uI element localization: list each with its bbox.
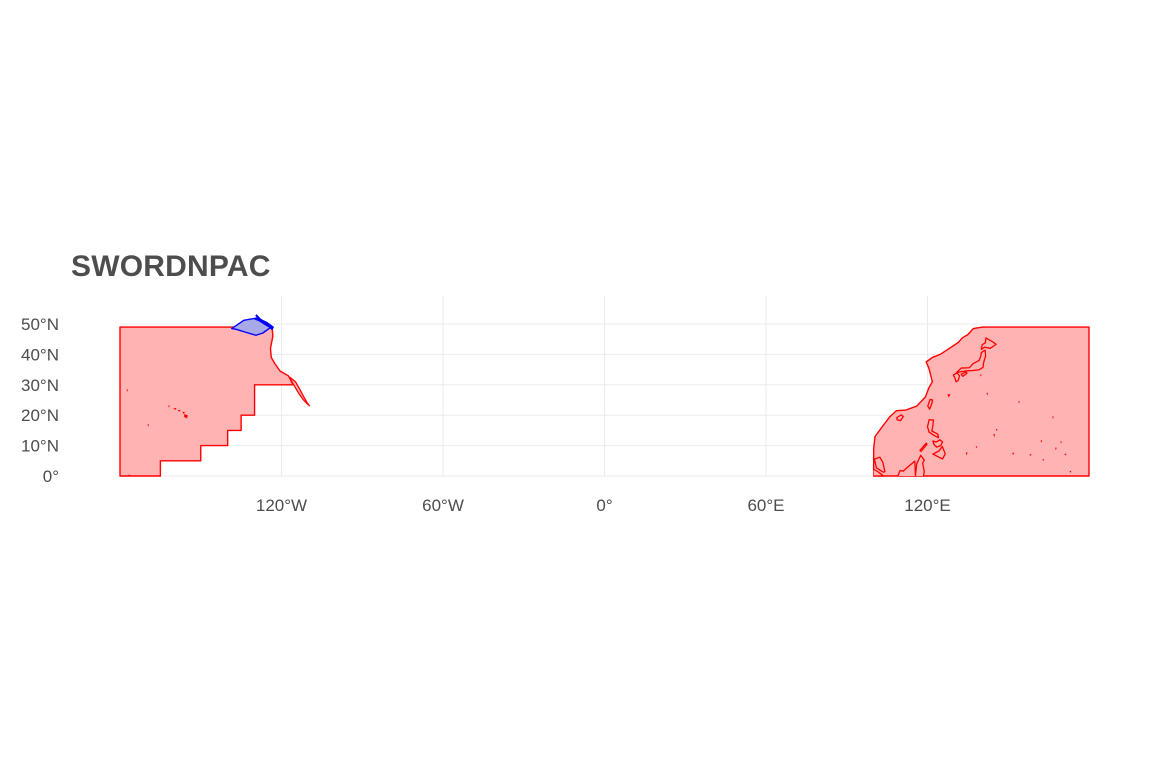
japan-kyushu <box>952 372 961 383</box>
sumatra-tip <box>873 468 885 477</box>
y-tick-label-1: 10°N <box>21 437 59 456</box>
ryukyu-okinawa <box>947 394 951 398</box>
western-pacific-region <box>872 326 1090 477</box>
japan-hokkaido <box>980 337 997 351</box>
x-tick-label-4: 120°E <box>904 496 951 515</box>
eastern-pacific-region <box>119 326 294 477</box>
vancouver-island-coast <box>254 314 274 330</box>
y-tick-label-0: 0° <box>43 467 59 486</box>
japan-shikoku <box>960 371 968 377</box>
yap <box>975 446 978 449</box>
y-tick-label-4: 40°N <box>21 345 59 364</box>
midway <box>126 389 129 392</box>
hawaii-nw-islet <box>168 405 170 408</box>
islet-layer <box>126 374 1072 477</box>
coastline-layer <box>254 314 997 477</box>
enewetak <box>1040 440 1043 444</box>
equator-islet <box>128 474 131 477</box>
hawaii-oahu <box>176 409 181 412</box>
mindanao <box>932 445 946 460</box>
x-tick-label-3: 60°E <box>747 496 784 515</box>
johnston-atoll <box>147 424 150 427</box>
saipan <box>995 429 998 432</box>
guam <box>993 434 996 438</box>
x-tick-label-2: 0° <box>596 496 612 515</box>
region-layer <box>119 317 1090 477</box>
marshall-islet <box>1060 441 1062 444</box>
y-tick-label-5: 50°N <box>21 315 59 334</box>
palawan <box>919 442 928 453</box>
marcus <box>1018 401 1020 404</box>
hainan <box>896 414 904 422</box>
kiribati-islet <box>1069 471 1072 474</box>
kwajalein <box>1055 447 1057 451</box>
japan-honshu <box>955 349 987 374</box>
map-title: SWORDNPAC <box>71 250 271 283</box>
izu-islet <box>979 374 982 377</box>
hawaii-kauai <box>173 408 177 411</box>
borneo-north <box>914 454 925 477</box>
baja-california <box>288 376 311 407</box>
pohnpei <box>1029 454 1032 457</box>
luzon <box>926 419 940 439</box>
palau <box>965 452 968 456</box>
borneo-west <box>897 460 917 477</box>
visayas <box>932 439 944 448</box>
wake <box>1052 416 1054 419</box>
x-tick-label-0: 120°W <box>256 496 307 515</box>
axis-labels: 120°W 60°W 0° 60°E 120°E 0° 10°N 20°N 30°N 40°N 50… <box>21 315 951 515</box>
bonin <box>986 392 989 396</box>
kosrae <box>1042 459 1045 462</box>
chuuk <box>1012 452 1015 456</box>
hawaii-big-island <box>184 414 188 419</box>
taiwan <box>927 398 934 410</box>
hawaii-maui <box>182 411 185 415</box>
y-tick-label-3: 30°N <box>21 376 59 395</box>
malay-peninsula <box>873 456 886 473</box>
x-tick-label-1: 60°W <box>422 496 464 515</box>
y-tick-label-2: 20°N <box>21 406 59 425</box>
majuro <box>1064 453 1067 456</box>
